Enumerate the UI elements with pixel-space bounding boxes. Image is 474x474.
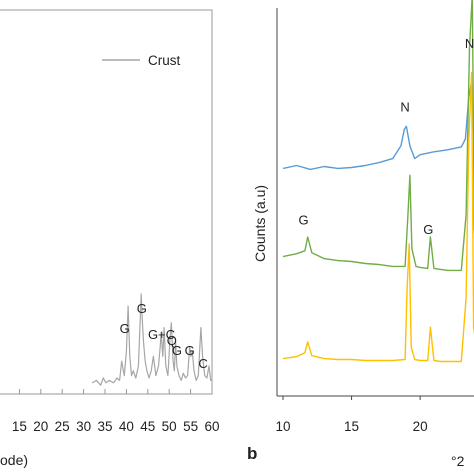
panel-a-peak-label: G bbox=[185, 343, 195, 358]
panel-a-x-tick-label: 25 bbox=[55, 419, 70, 434]
panel-a-x-tick-label: 50 bbox=[162, 419, 177, 434]
legend-label-crust: Crust bbox=[148, 53, 181, 68]
series-line-blue bbox=[282, 81, 474, 171]
panel-a-peak-label: Q bbox=[167, 333, 177, 348]
panel-a-x-tick-label: 20 bbox=[33, 419, 48, 434]
panel-a-x-tick-label: 60 bbox=[204, 419, 219, 434]
panel-a-x-tick-label: 55 bbox=[183, 419, 198, 434]
panel-b-chart: b 10 15 20 N N G G Counts (a.u) °2 bbox=[247, 0, 474, 469]
series-line-crust bbox=[91, 293, 212, 386]
panel-a-x-tick-label: 15 bbox=[12, 419, 27, 434]
panel-a-x-tick-label: 45 bbox=[140, 419, 155, 434]
panel-b-xlabel-fragment: °2 bbox=[451, 453, 465, 469]
panel-b-x-tick-label: 15 bbox=[344, 419, 359, 434]
panel-a-x-tick-label: 40 bbox=[119, 419, 134, 434]
panel-a-xlabel-fragment: ode) bbox=[0, 452, 28, 468]
panel-b-ylabel: Counts (a.u) bbox=[252, 185, 268, 262]
panel-a-peak-label: G bbox=[120, 321, 130, 336]
panel-a-chart: 15 20 25 30 35 40 45 50 55 60 GGG+CQG GC Crust ode… bbox=[0, 9, 220, 468]
series-line-green bbox=[282, 0, 474, 272]
panel-a-x-tick-label: 30 bbox=[76, 419, 91, 434]
panel-a-peak-label: G+C bbox=[148, 327, 175, 342]
series-line-yellow bbox=[282, 71, 474, 363]
panel-b-peak-label: N bbox=[400, 100, 409, 115]
panel-a-peak-label: C bbox=[198, 356, 207, 371]
panel-b-peak-label: G bbox=[299, 212, 309, 227]
panel-a-peak-label: G bbox=[172, 343, 182, 358]
panel-a-x-tick-label: 35 bbox=[97, 419, 112, 434]
panel-b-peak-label: N bbox=[465, 36, 474, 51]
panel-a-legend: Crust bbox=[102, 53, 181, 68]
panel-b-x-tick-label: 20 bbox=[413, 419, 428, 434]
panel-b-peak-label: G bbox=[423, 222, 433, 237]
panel-b-letter: b bbox=[247, 444, 257, 463]
panel-a-peak-label: G bbox=[137, 301, 147, 316]
panel-b-x-tick-label: 10 bbox=[275, 419, 290, 434]
